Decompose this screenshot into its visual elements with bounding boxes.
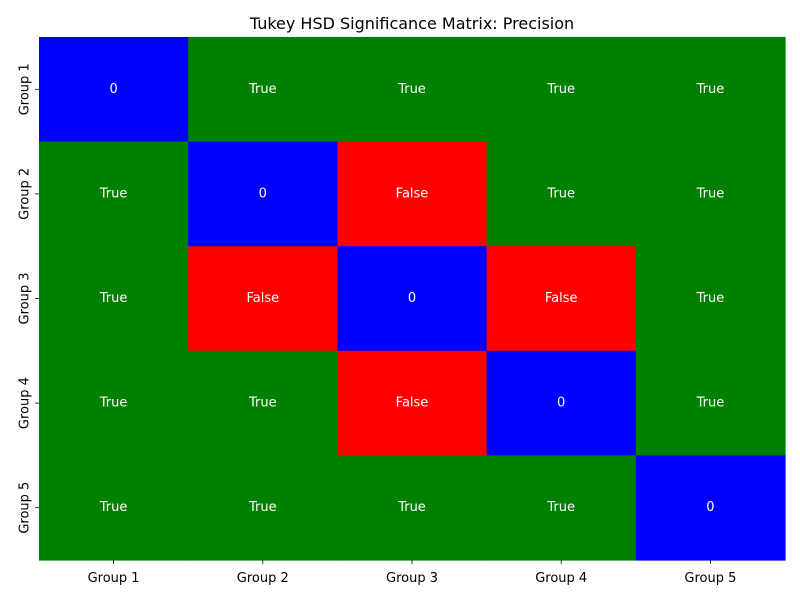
cell-value-label: 0 [706, 500, 714, 515]
heatmap-cell [486, 141, 637, 247]
heatmap-cell [39, 246, 189, 352]
heatmap-cell [337, 246, 488, 352]
heatmap-cell [635, 37, 786, 143]
y-tick-label: Group 4 [18, 377, 33, 429]
y-tick-label: Group 2 [18, 168, 33, 220]
cell-value-label: 0 [259, 186, 267, 201]
y-tick-label: Group 1 [18, 63, 33, 115]
cell-value-label: True [248, 396, 277, 411]
heatmap-cell [337, 350, 488, 456]
heatmap-cell [486, 455, 637, 561]
cell-value-label: True [248, 500, 277, 515]
heatmap-cell [188, 455, 338, 561]
y-tick-label: Group 5 [18, 482, 33, 534]
chart-title: Tukey HSD Significance Matrix: Precision [249, 14, 574, 33]
heatmap-cell [39, 455, 189, 561]
heatmap-cell [635, 246, 786, 352]
x-tick-label: Group 5 [684, 571, 736, 586]
y-tick-label: Group 3 [18, 273, 33, 325]
x-tick-label: Group 3 [386, 571, 438, 586]
heatmap-cell-labels: 0 True True True True True 0 False True True True F… [99, 82, 724, 515]
cell-value-label: False [396, 186, 429, 201]
x-tick-label: Group 1 [88, 571, 140, 586]
heatmap-cell [188, 141, 338, 247]
cell-value-label: True [546, 186, 575, 201]
heatmap-cell [39, 141, 189, 247]
cell-value-label: True [696, 186, 725, 201]
heatmap-cell [337, 37, 488, 143]
cell-value-label: True [397, 82, 426, 97]
cell-value-label: True [99, 396, 128, 411]
heatmap-cell [337, 455, 488, 561]
heatmap-cell [337, 141, 488, 247]
cell-value-label: True [546, 82, 575, 97]
heatmap-cell [188, 246, 338, 352]
cell-value-label: True [546, 500, 575, 515]
heatmap-cell [188, 37, 338, 143]
cell-value-label: 0 [557, 396, 565, 411]
x-tick-label: Group 4 [535, 571, 587, 586]
cell-value-label: True [696, 82, 725, 97]
cell-value-label: True [696, 291, 725, 306]
heatmap-cell [635, 141, 786, 247]
heatmap-cell [486, 37, 637, 143]
heatmap-cell [635, 455, 786, 561]
heatmap-cell [486, 246, 637, 352]
heatmap-cell [188, 350, 338, 456]
cell-value-label: True [248, 82, 277, 97]
cell-value-label: True [99, 291, 128, 306]
cell-value-label: 0 [408, 291, 416, 306]
cell-value-label: True [99, 500, 128, 515]
cell-value-label: False [396, 396, 429, 411]
heatmap-cells [39, 37, 786, 561]
x-axis: Group 1 Group 2 Group 3 Group 4 Group 5 [88, 560, 736, 586]
cell-value-label: 0 [109, 82, 117, 97]
y-axis: Group 1 Group 2 Group 3 Group 4 Group 5 [18, 63, 39, 534]
heatmap-cell [39, 37, 189, 143]
heatmap-cell [635, 350, 786, 456]
cell-value-label: False [545, 291, 578, 306]
cell-value-label: False [246, 291, 279, 306]
cell-value-label: True [99, 186, 128, 201]
x-tick-label: Group 2 [237, 571, 289, 586]
heatmap-cell [486, 350, 637, 456]
cell-value-label: True [696, 396, 725, 411]
cell-value-label: True [397, 500, 426, 515]
heatmap-cell [39, 350, 189, 456]
